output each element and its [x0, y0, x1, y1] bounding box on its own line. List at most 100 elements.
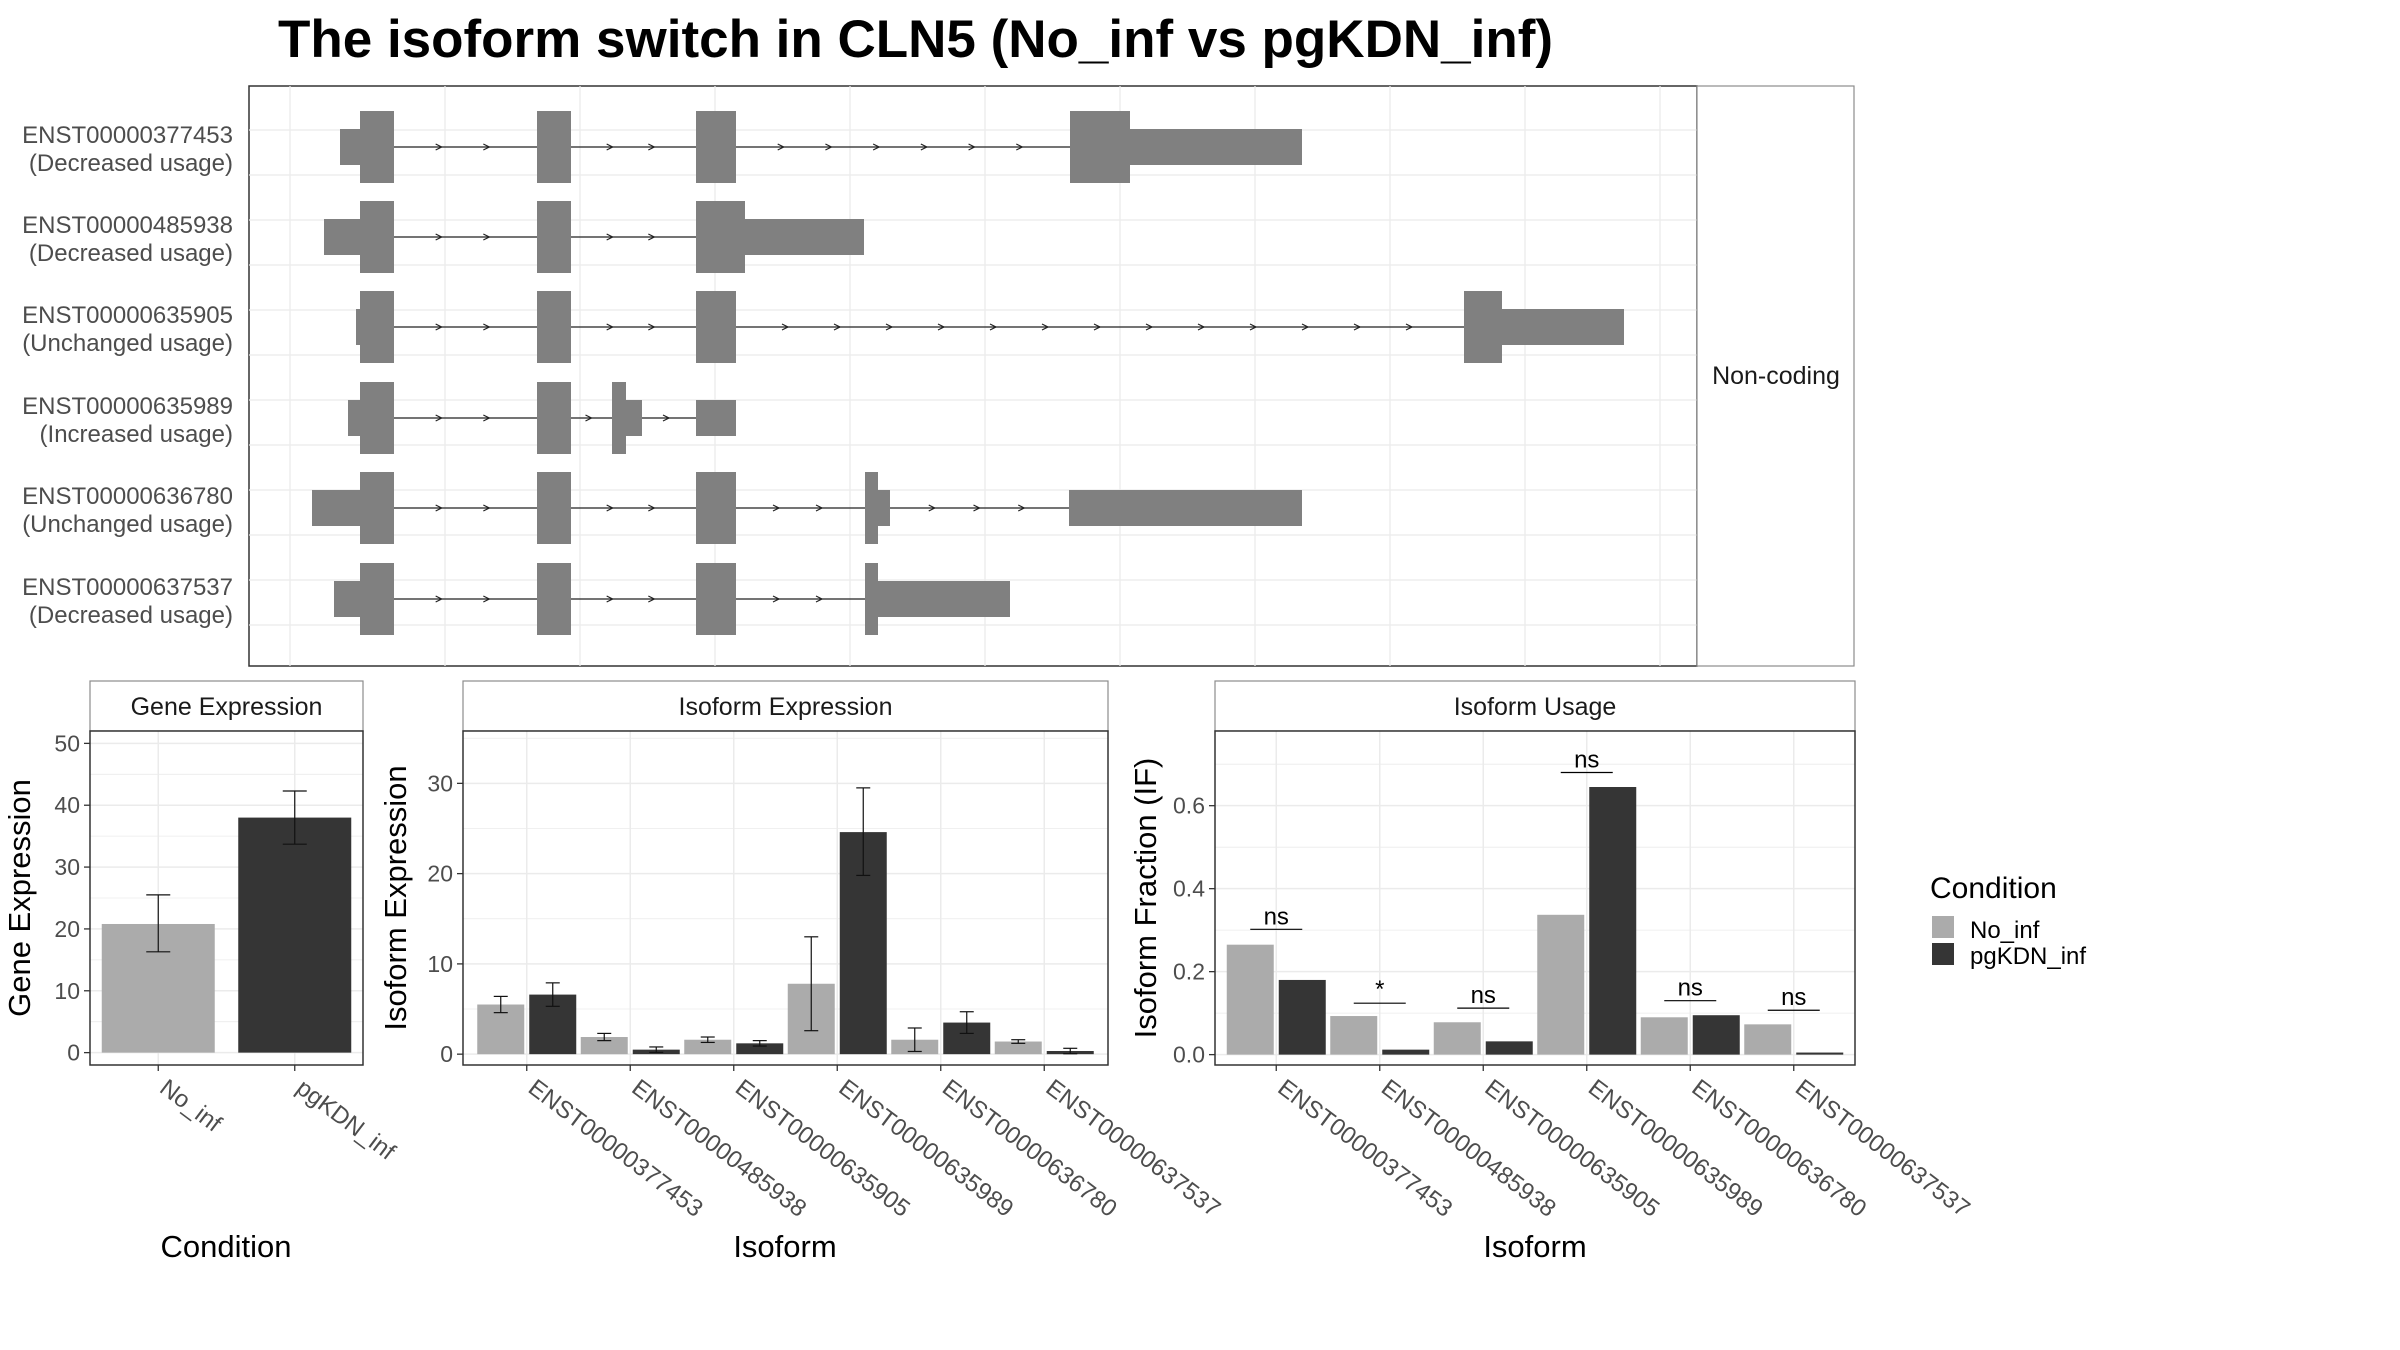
bar — [736, 1043, 784, 1055]
bar — [580, 1037, 628, 1055]
utr-exon — [340, 129, 360, 165]
coding-exon — [537, 111, 571, 183]
utr-exon — [356, 309, 360, 345]
intron-arrow — [1353, 323, 1362, 331]
bar — [994, 1041, 1042, 1055]
y-tick-label: 50 — [54, 730, 80, 756]
x-tick-label: No_inf — [155, 1074, 227, 1138]
chart-title: Gene Expression — [131, 693, 323, 721]
y-tick-label: 30 — [427, 770, 453, 796]
chart-strip — [89, 680, 364, 732]
intron-arrow — [606, 595, 615, 603]
x-tick-label: ENST00000637537 — [1041, 1074, 1226, 1222]
intron-arrow — [833, 323, 842, 331]
coding-exon — [696, 291, 736, 363]
intron-arrow — [885, 323, 894, 331]
error-bar — [907, 1027, 922, 1053]
y-axis-label: Gene Expression — [2, 779, 37, 1017]
y-tick-label: 0.0 — [1173, 1042, 1205, 1068]
coding-exon — [1070, 111, 1130, 183]
coding-exon — [360, 382, 394, 454]
coding-exon — [696, 472, 736, 544]
intron-arrow — [435, 323, 444, 331]
intron-arrow — [435, 595, 444, 603]
legend-key-no-inf — [1932, 916, 1954, 938]
transcript-id-label: ENST00000635905 — [22, 302, 233, 329]
bar — [1278, 979, 1326, 1055]
transcript-labels: ENST00000377453(Decreased usage)ENST0000… — [22, 122, 233, 629]
intron-arrow — [1017, 504, 1026, 512]
intron-arrow — [1041, 323, 1050, 331]
transcript-id-label: ENST00000637537 — [22, 574, 233, 601]
transcript-id-label: ENST00000485938 — [22, 212, 233, 239]
coding-exon — [1464, 291, 1502, 363]
legend-label-pgkdn-inf: pgKDN_inf — [1970, 943, 2086, 970]
error-bar — [752, 1040, 767, 1047]
x-tick-label: ENST00000377453 — [1273, 1074, 1458, 1222]
coding-exon — [537, 563, 571, 635]
intron-arrow — [1093, 323, 1102, 331]
intron-arrow — [483, 504, 491, 512]
legend-label-no-inf: No_inf — [1970, 917, 2040, 944]
intron-arrow — [483, 595, 491, 603]
error-bar — [545, 982, 560, 1007]
bar — [1796, 1052, 1844, 1055]
significance-label: ns — [1574, 746, 1599, 773]
intron-arrow — [648, 233, 656, 241]
transcript-usage-label: (Decreased usage) — [29, 150, 233, 177]
intron-arrow — [662, 414, 671, 422]
coding-exon — [360, 472, 394, 544]
transcript-usage-label: (Decreased usage) — [29, 240, 233, 267]
coding-exon — [360, 111, 394, 183]
intron-arrow — [937, 323, 946, 331]
legend-key-pgkdn-inf — [1932, 943, 1954, 965]
y-tick-label: 30 — [54, 854, 80, 880]
transcript-structure-panel: ENST00000377453(Decreased usage)ENST0000… — [22, 85, 1855, 667]
error-bar — [493, 995, 508, 1014]
intron-arrow — [989, 323, 998, 331]
x-tick-label: ENST00000485938 — [627, 1074, 812, 1222]
y-tick-label: 10 — [54, 978, 80, 1004]
bar — [1330, 1016, 1378, 1055]
coding-exon — [537, 472, 571, 544]
coding-exon — [696, 201, 745, 273]
y-tick-label: 20 — [427, 861, 453, 887]
intron-arrow — [483, 233, 491, 241]
intron-arrow — [1145, 323, 1154, 331]
intron-arrow — [648, 504, 656, 512]
utr-exon — [745, 219, 864, 255]
utr-exon — [348, 400, 360, 436]
coding-exon — [612, 382, 626, 454]
error-bar — [700, 1036, 715, 1044]
bar — [1692, 1015, 1740, 1055]
bar — [1485, 1041, 1533, 1055]
utr-exon — [312, 490, 360, 526]
transcript-track — [334, 563, 1010, 635]
y-tick-label: 0.6 — [1173, 793, 1205, 819]
x-tick-label: ENST00000485938 — [1376, 1074, 1561, 1222]
significance-label: * — [1375, 976, 1384, 1003]
transcript-track — [324, 201, 864, 273]
intron-arrow — [1249, 323, 1258, 331]
intron-arrow — [777, 143, 786, 151]
intron-arrow — [928, 504, 937, 512]
intron-arrow — [585, 414, 593, 422]
significance-label: ns — [1781, 984, 1806, 1011]
y-tick-label: 40 — [54, 792, 80, 818]
error-bar — [959, 1011, 974, 1035]
intron-arrow — [825, 143, 833, 151]
coding-exon — [537, 201, 571, 273]
coding-exon — [696, 563, 736, 635]
y-axis-label: Isoform Fraction (IF) — [1128, 758, 1163, 1039]
x-tick-label: ENST00000636780 — [937, 1074, 1122, 1222]
intron-arrow — [815, 504, 824, 512]
significance-label: ns — [1471, 982, 1496, 1009]
y-tick-label: 0.2 — [1173, 959, 1205, 985]
coding-exon — [360, 563, 394, 635]
transcript-usage-label: (Increased usage) — [40, 421, 233, 448]
coding-exon — [865, 472, 878, 544]
chart-title: Isoform Usage — [1454, 693, 1617, 721]
x-tick-label: ENST00000635905 — [1480, 1074, 1665, 1222]
chart-title: Isoform Expression — [679, 693, 893, 721]
error-bar — [597, 1032, 612, 1042]
